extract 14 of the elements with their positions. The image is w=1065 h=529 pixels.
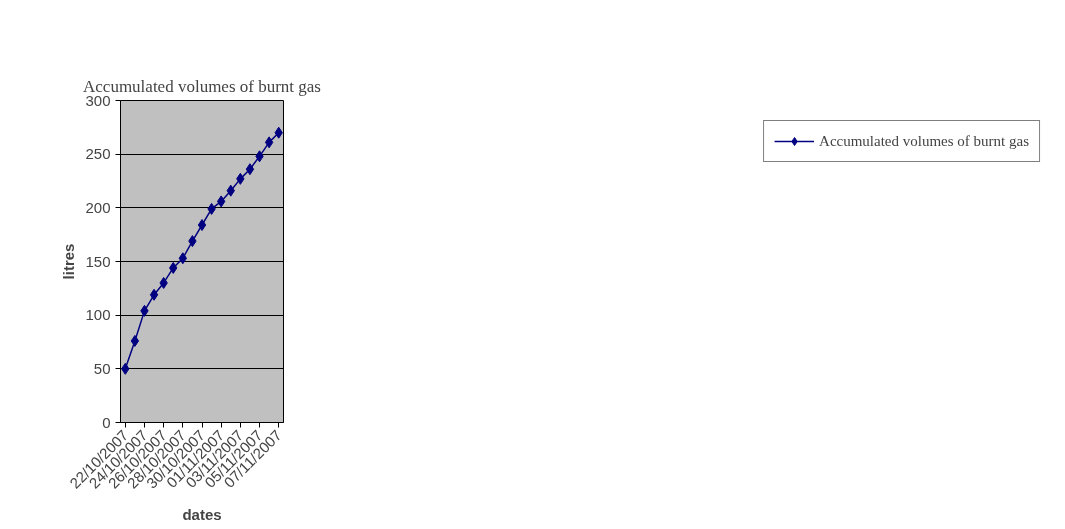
legend-label: Accumulated volumes of burnt gas xyxy=(819,132,1029,150)
point xyxy=(149,288,159,301)
x-axis-title: dates xyxy=(182,505,222,523)
point xyxy=(245,163,255,176)
y-tick-label: 0 xyxy=(102,413,111,431)
point xyxy=(130,334,140,347)
y-tick-label: 200 xyxy=(85,198,111,216)
y-axis-title: litres xyxy=(60,243,78,280)
y-tick-label: 50 xyxy=(93,359,111,377)
point xyxy=(264,136,274,149)
y-tick-label: 250 xyxy=(85,145,111,163)
y-tick-label: 100 xyxy=(85,306,111,324)
y-tick-label: 150 xyxy=(85,252,111,270)
point xyxy=(197,219,207,232)
